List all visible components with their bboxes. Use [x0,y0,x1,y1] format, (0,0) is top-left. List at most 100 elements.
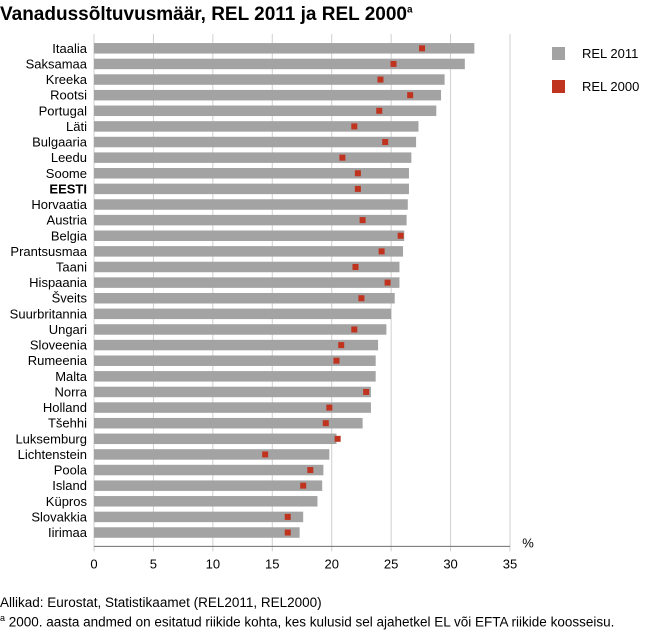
category-label: Ungari [49,322,87,337]
category-label: Küpros [46,494,88,509]
category-label: Belgia [51,228,88,243]
marker-rel-2000 [326,404,333,411]
bar-rel-2011 [94,308,392,320]
category-label: Rootsi [50,88,87,103]
footnote-text: 2000. aasta andmed on esitatud riikide k… [5,614,615,630]
category-label: Šveits [52,291,88,306]
category-label: Leedu [51,150,87,165]
category-label: Horvaatia [31,197,87,212]
category-label: Taani [56,259,87,274]
bar-rel-2011 [94,324,387,335]
category-label: Soome [46,166,87,181]
x-tick-label: 25 [384,556,398,571]
category-label: Saksamaa [26,56,88,71]
bar-rel-2011 [94,386,371,398]
chart-title-text: Vanadussõltuvusmäär, REL 2011 ja REL 200… [0,4,407,25]
marker-rel-2000 [338,342,345,349]
category-labels: ItaaliaSaksamaaKreekaRootsiPortugalLätiB… [10,41,88,540]
bar-rel-2011 [94,246,404,257]
legend-label-rel-2000: REL 2000 [582,79,639,94]
category-label: Rumeenia [28,353,88,368]
marker-rel-2000 [351,123,358,130]
marker-rel-2000 [377,76,384,83]
bar-rel-2011 [94,230,405,241]
bar-rel-2011 [94,43,475,54]
gridlines [93,34,511,552]
marker-rel-2000 [284,529,291,536]
category-label: Luksemburg [15,431,87,446]
x-tick-label: 30 [443,556,457,571]
marker-rel-2000 [354,170,361,177]
marker-rel-2000 [359,217,366,224]
x-tick-label: 0 [90,556,97,571]
marker-rel-2000 [397,232,404,239]
bar-rel-2011 [94,371,376,382]
footnote: a 2000. aasta andmed on esitatud riikide… [0,613,614,630]
source-note: Allikad: Eurostat, Statistikaamet (REL20… [0,595,322,610]
marker-rel-2000 [384,279,391,286]
category-label: Itaalia [52,41,87,56]
x-tick-label: 35 [503,556,517,571]
marker-rel-2000 [363,388,370,395]
bar-rel-2011 [94,480,323,491]
marker-rel-2000 [354,185,361,192]
category-label: Bulgaaria [32,135,88,150]
x-axis: 0 5 10 15 20 25 30 35% [90,535,534,571]
bar-rel-2011 [94,214,407,226]
category-label: Tšehhi [48,416,87,431]
chart: ItaaliaSaksamaaKreekaRootsiPortugalLätiB… [10,34,639,571]
x-tick-label: 20 [324,556,338,571]
category-label: Poola [54,463,88,478]
marker-rel-2000 [262,451,269,458]
category-label: Sloveenia [30,338,88,353]
bars-rel-2011 [94,43,475,538]
markers-rel-2000 [262,45,426,536]
legend-label-rel-2011: REL 2011 [582,46,638,61]
category-label: Prantsusmaa [10,244,87,259]
bar-rel-2011 [94,199,408,210]
category-label: Lichtenstein [18,447,87,462]
x-tick-label: 10 [206,556,220,571]
marker-rel-2000 [382,139,389,146]
bar-rel-2011 [94,74,445,85]
marker-rel-2000 [322,420,329,427]
legend-swatch-rel-2000 [552,80,565,93]
bar-rel-2011 [94,152,412,163]
bar-rel-2011 [94,292,395,304]
bar-rel-2011 [94,496,318,507]
bar-rel-2011 [94,89,442,101]
bar-rel-2011 [94,527,300,538]
marker-rel-2000 [352,263,359,270]
legend-swatch-rel-2011 [552,47,565,60]
bar-rel-2011 [94,417,363,429]
x-tick-label: 5 [150,556,157,571]
category-label: Iirimaa [48,525,88,540]
marker-rel-2000 [334,435,341,442]
category-label: Läti [66,119,87,134]
marker-rel-2000 [300,482,307,489]
marker-rel-2000 [307,467,314,474]
category-label: Suurbritannia [10,306,88,321]
marker-rel-2000 [390,60,397,67]
category-label: EESTI [49,181,87,196]
marker-rel-2000 [376,107,383,114]
category-label: Austria [47,213,88,228]
bar-rel-2011 [94,105,437,117]
bar-rel-2011 [94,402,371,413]
category-label: Portugal [39,103,88,118]
marker-rel-2000 [378,248,385,255]
legend: REL 2011 REL 2000 [552,46,639,94]
category-label: Holland [43,400,87,415]
bar-rel-2011 [94,355,376,366]
marker-rel-2000 [284,513,291,520]
chart-title: Vanadussõltuvusmäär, REL 2011 ja REL 200… [0,4,413,26]
marker-rel-2000 [419,45,426,52]
category-label: Slovakkia [31,509,87,524]
bar-rel-2011 [94,136,417,148]
category-label: Malta [55,369,88,384]
bar-rel-2011 [94,58,465,70]
bar-rel-2011 [94,433,337,445]
marker-rel-2000 [407,92,414,99]
marker-rel-2000 [339,154,346,161]
bar-rel-2011 [94,183,409,195]
